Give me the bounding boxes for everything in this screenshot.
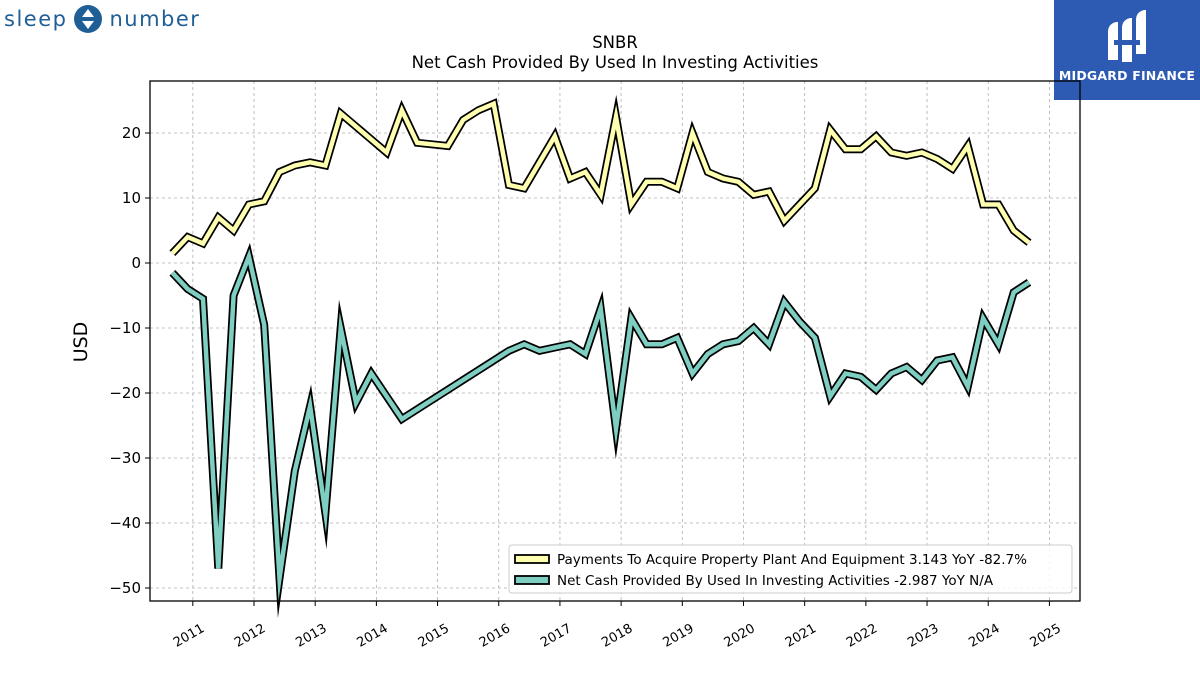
legend-swatch <box>514 575 550 585</box>
legend-box <box>508 544 1073 594</box>
y-axis-label: USD <box>70 322 92 363</box>
midgard-finance-mark-icon <box>1108 10 1146 62</box>
series-lines <box>169 94 1032 618</box>
midgard-finance-text: MIDGARD FINANCE <box>1058 68 1196 83</box>
x-tick-label: 2011 <box>171 621 207 651</box>
x-tick-label: 2022 <box>844 621 880 651</box>
y-tick-label: −30 <box>109 449 141 467</box>
midgard-finance-logo: MIDGARD FINANCE <box>1054 0 1200 100</box>
x-tick-label: 2018 <box>599 621 635 651</box>
y-tick-label: 10 <box>122 189 141 207</box>
x-tick-label: 2017 <box>538 621 574 651</box>
x-tick-label: 2016 <box>477 621 513 651</box>
y-tick-label: 20 <box>122 124 141 142</box>
x-tick-label: 2025 <box>1028 621 1064 651</box>
x-tick-label: 2021 <box>783 621 819 651</box>
logo-word-number: number <box>109 7 201 31</box>
y-tick-label: −20 <box>109 384 141 402</box>
logo-word-sleep: sleep <box>4 7 68 31</box>
legend-label: Net Cash Provided By Used In Investing A… <box>557 573 994 589</box>
x-tick-label: 2015 <box>416 621 452 651</box>
y-tick-label: −50 <box>109 579 141 597</box>
x-tick-label: 2019 <box>660 621 696 651</box>
sleep-number-mark-icon <box>74 5 103 33</box>
x-axis: 2011 2012 2013 2014 2015 2016 2017 2018 2019 2020… <box>171 601 1064 651</box>
legend-swatch <box>514 554 550 564</box>
x-tick-label: 2020 <box>722 621 758 651</box>
x-tick-label: 2024 <box>966 621 1002 651</box>
legend-label: Payments To Acquire Property Plant And E… <box>557 552 1027 568</box>
legend: Payments To Acquire Property Plant And E… <box>508 544 1073 594</box>
plot-frame <box>149 80 1081 602</box>
series-outline-1 <box>169 94 1032 257</box>
x-tick-label: 2012 <box>232 621 268 651</box>
y-tick-label: −10 <box>109 319 141 337</box>
sleep-number-logo: sleep number <box>4 4 200 34</box>
x-tick-label: 2013 <box>293 621 329 651</box>
x-tick-label: 2014 <box>355 621 391 651</box>
x-tick-label: 2023 <box>905 621 941 651</box>
y-axis: −50 −40 −30 −20 −10 0 10 20 <box>109 124 150 597</box>
series-line-1 <box>170 100 1031 255</box>
y-tick-label: 0 <box>131 254 141 272</box>
y-tick-label: −40 <box>109 514 141 532</box>
chart-subtitle: Net Cash Provided By Used In Investing A… <box>412 53 819 72</box>
series-line-2 <box>170 248 1031 601</box>
chart-title: SNBR <box>592 33 638 52</box>
